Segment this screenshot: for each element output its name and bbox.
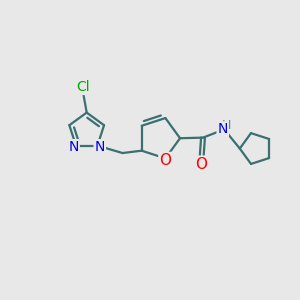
Text: H: H — [222, 119, 231, 132]
Text: N: N — [218, 122, 228, 136]
Text: N: N — [94, 140, 105, 154]
Text: N: N — [68, 140, 79, 154]
Text: O: O — [196, 157, 208, 172]
Text: O: O — [159, 153, 171, 168]
Text: Cl: Cl — [76, 80, 90, 94]
